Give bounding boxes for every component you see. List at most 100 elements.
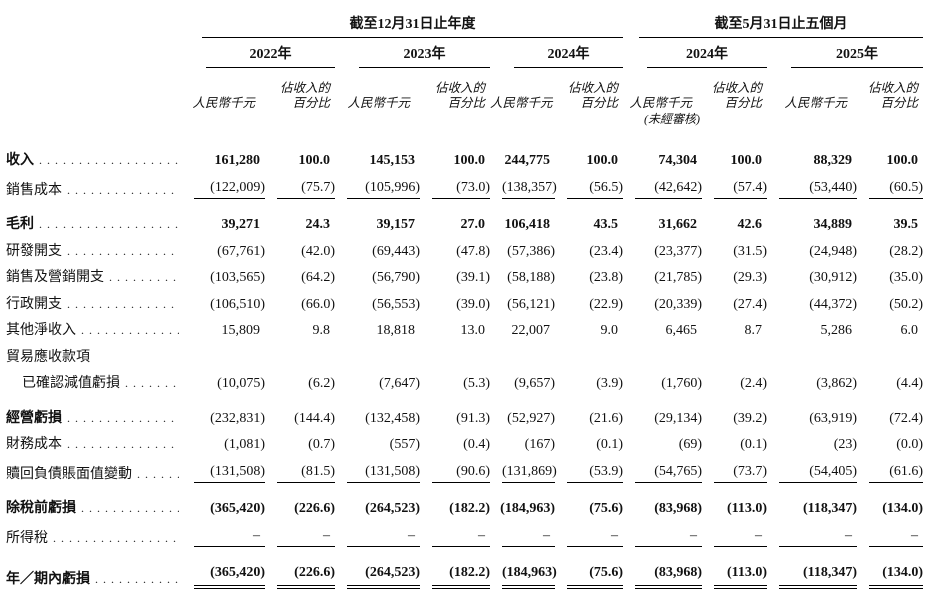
unit-header: 人民幣千元 xyxy=(182,68,265,112)
row-label-text: 年／期內虧損 xyxy=(6,572,90,587)
pct-header: 佔收入的 百分比 xyxy=(702,68,767,112)
cell-value: (29.3) xyxy=(733,270,768,285)
cell-value: – xyxy=(869,527,924,547)
cell: (83,968) xyxy=(623,547,703,589)
cell-value: (58,188) xyxy=(507,270,555,285)
cell: – xyxy=(335,518,420,547)
cell-value: 161,280 xyxy=(214,153,261,168)
cell: (29.3) xyxy=(702,260,767,287)
cell: 6,465 xyxy=(623,313,702,340)
row-label-cell: 銷售及營銷開支 xyxy=(6,260,182,287)
cell-value: (118,347) xyxy=(802,501,858,516)
cell-value: (31.5) xyxy=(733,243,768,259)
cell: (39.1) xyxy=(420,260,490,287)
dot-leader xyxy=(81,323,179,338)
year-header: 2023年 xyxy=(335,38,490,68)
cell-value: (226.6) xyxy=(294,501,335,516)
cell: (131,508) xyxy=(335,454,420,483)
cell: 34,889 xyxy=(767,199,857,234)
cell-value: (39.0) xyxy=(456,296,490,312)
cell: 6.0 xyxy=(857,313,923,340)
corner-cell xyxy=(6,38,182,68)
row-label-text: 銷售及營銷開支 xyxy=(6,270,104,285)
cell-value: (73.7) xyxy=(714,463,768,483)
cell: (53,440) xyxy=(767,170,858,199)
dot-leader xyxy=(125,376,179,391)
cell-value: (118,347) xyxy=(779,564,858,589)
cell xyxy=(623,340,702,367)
cell: – xyxy=(767,518,858,547)
cell-value: (57.4) xyxy=(714,179,768,199)
cell: 100.0 xyxy=(420,112,490,170)
cell: (1,081) xyxy=(182,427,265,454)
cell-value: (132,458) xyxy=(365,410,420,426)
cell-value: (61.6) xyxy=(869,463,924,483)
cell: (44,372) xyxy=(767,287,857,314)
cell-value: 74,304 xyxy=(658,153,698,168)
row-label-text: 行政開支 xyxy=(6,296,62,312)
cell-value: 100.0 xyxy=(298,153,331,168)
cell: (23.4) xyxy=(555,234,623,261)
cell: (118,347) xyxy=(767,547,858,589)
cell-value: (10,075) xyxy=(217,376,265,391)
cell: 100.0 xyxy=(857,112,923,170)
cell: (73.7) xyxy=(702,454,768,483)
cell-value: (20,339) xyxy=(654,296,703,312)
unit-label: 人民幣千元 xyxy=(192,96,255,111)
year-header: 2024年 xyxy=(490,38,624,68)
cell: (31.5) xyxy=(702,234,767,261)
cell-value: (35.0) xyxy=(889,270,924,285)
pct-label-line1: 佔收入的 xyxy=(434,80,485,95)
dot-leader xyxy=(67,297,179,312)
cell: (42,642) xyxy=(623,170,703,199)
cell: (53.9) xyxy=(555,454,624,483)
cell: (47.8) xyxy=(420,234,490,261)
row-label: 除稅前虧損 xyxy=(6,500,182,518)
cell-value: (47.8) xyxy=(456,243,490,259)
cell-value: 31,662 xyxy=(658,217,698,232)
cell: (57,386) xyxy=(490,234,555,261)
cell-value: (131,508) xyxy=(347,463,420,483)
cell: (105,996) xyxy=(335,170,420,199)
cell: 39.5 xyxy=(857,199,923,234)
cell-value: (42.0) xyxy=(301,243,335,259)
cell: – xyxy=(623,518,703,547)
cell-value: (56,121) xyxy=(507,296,555,312)
cell: 100.0 xyxy=(702,112,767,170)
pct-header: 佔收入的 百分比 xyxy=(420,68,490,112)
cell-value: 244,775 xyxy=(504,153,551,168)
cell: (39.2) xyxy=(702,393,767,428)
cell: (3,862) xyxy=(767,366,857,393)
cell: (0.1) xyxy=(555,427,623,454)
cell-value: (7,647) xyxy=(379,376,420,391)
row-label: 毛利 xyxy=(6,216,182,234)
cell: (557) xyxy=(335,427,420,454)
cell xyxy=(265,340,335,367)
dot-leader xyxy=(39,217,179,232)
cell-value: (63,919) xyxy=(809,410,858,426)
cell: (39.0) xyxy=(420,287,490,314)
cell: (60.5) xyxy=(857,170,924,199)
cell-value: (69) xyxy=(678,437,703,452)
cell-value: (75.6) xyxy=(567,564,624,589)
cell-value: 5,286 xyxy=(820,323,853,338)
cell-value: (2.4) xyxy=(740,376,768,391)
cell-value: (90.6) xyxy=(432,463,490,483)
row-label-text: 貿易應收款項 xyxy=(6,349,90,365)
cell-value: (54,765) xyxy=(635,463,703,483)
cell: (56.5) xyxy=(555,170,624,199)
cell-value: (53,440) xyxy=(779,179,858,199)
cell xyxy=(857,340,923,367)
cell-value: (60.5) xyxy=(869,179,924,199)
cell: (30,912) xyxy=(767,260,857,287)
cell-value: (30,912) xyxy=(809,270,858,285)
table-row: 年／期內虧損 (365,420) (226.6) (264,523) (182.2) (1… xyxy=(6,547,924,589)
pct-label-line2: 百分比 xyxy=(447,96,485,111)
cell: (5.3) xyxy=(420,366,490,393)
dot-leader xyxy=(67,183,179,198)
cell: (54,405) xyxy=(767,454,858,483)
cell-value: – xyxy=(567,527,624,547)
cell: (118,347) xyxy=(767,483,857,518)
cell-value: (57,386) xyxy=(507,243,555,259)
row-label-cell: 財務成本 xyxy=(6,427,182,454)
